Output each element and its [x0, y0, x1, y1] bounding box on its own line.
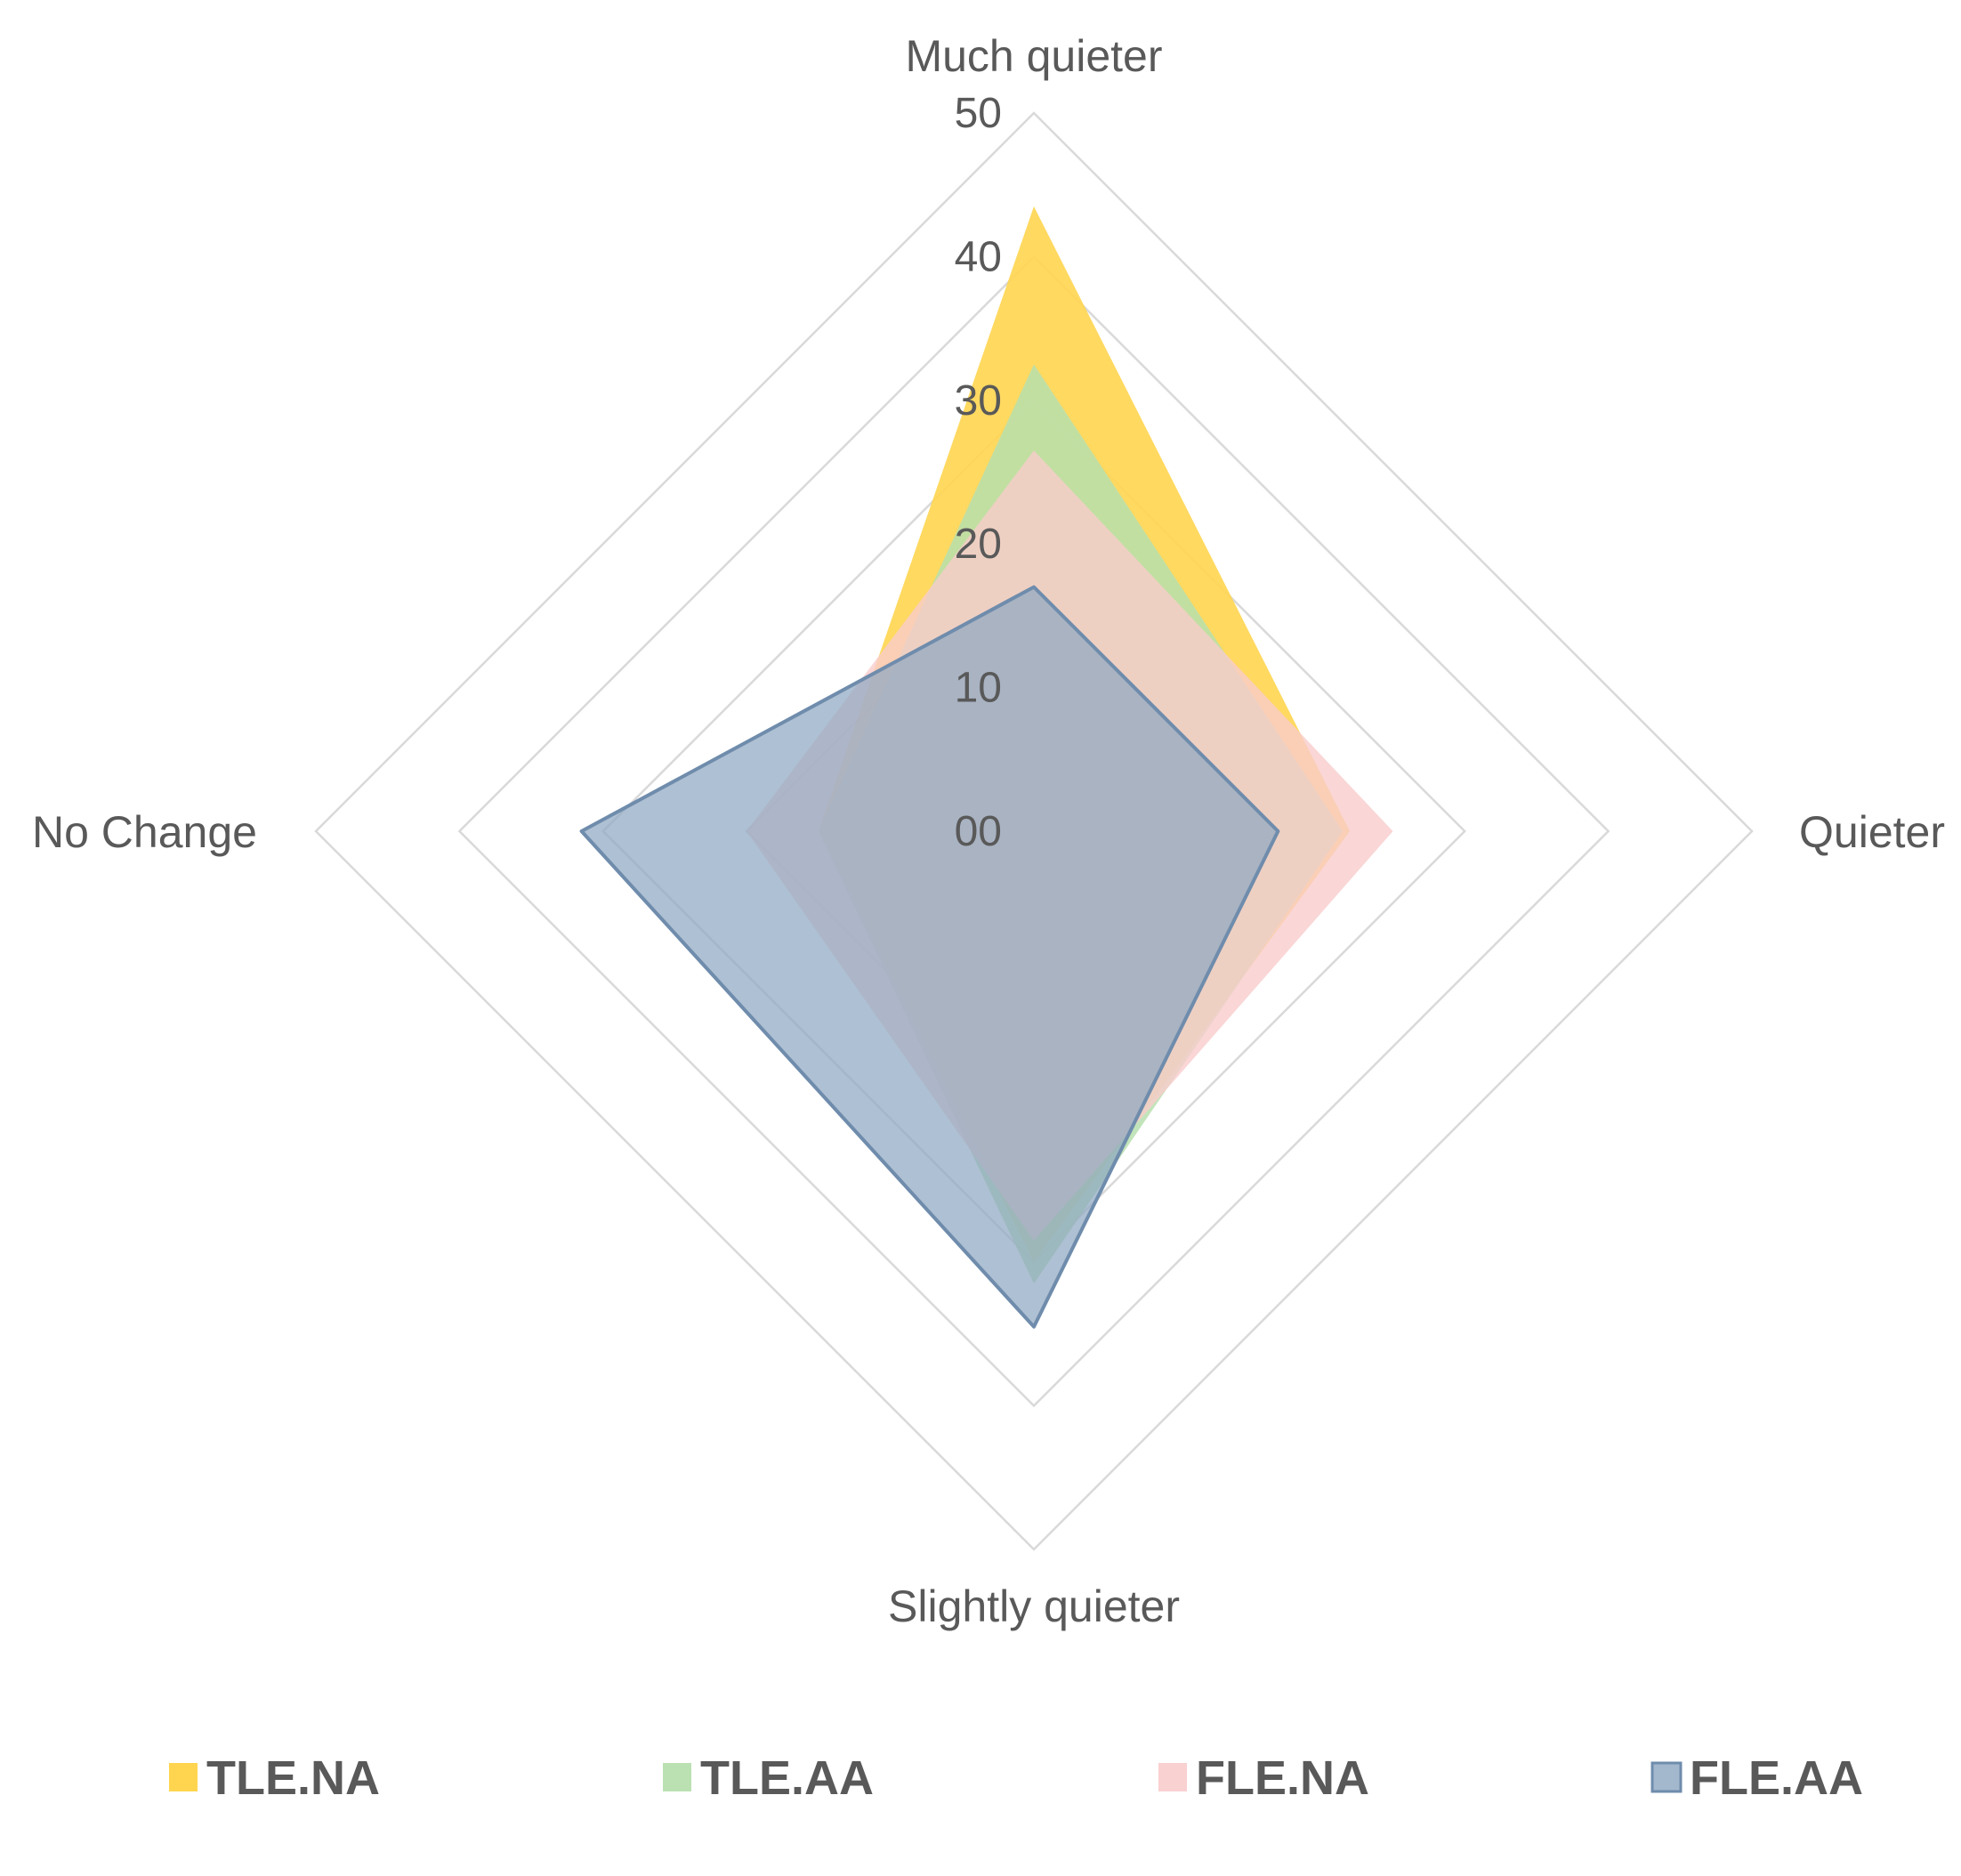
grid-ring [457, 255, 1610, 1408]
legend-swatch [169, 1763, 198, 1791]
legend-swatch [663, 1763, 691, 1791]
tick-label: 30 [955, 377, 1002, 425]
tick-label: 40 [955, 233, 1002, 280]
axis-labels: Much quieter Quieter Slightly quieter No Ch… [32, 31, 1945, 1631]
axis-label: No Change [32, 807, 257, 857]
legend-item-tle-na: TLE.NA [169, 1751, 380, 1805]
legend-item-tle-aa: TLE.AA [663, 1751, 874, 1805]
legend-swatch [1158, 1763, 1187, 1791]
axis-label: Quieter [1799, 807, 1945, 857]
grid-ring [314, 111, 1754, 1551]
legend-label: TLE.NA [206, 1751, 380, 1805]
legend-swatch [1650, 1761, 1683, 1793]
axis-label: Much quieter [905, 31, 1162, 81]
tick-label: 20 [955, 521, 1002, 568]
series-area-fle-aa [579, 585, 1280, 1329]
legend: TLE.NA TLE.AA FLE.NA FLE.AA [169, 1751, 1863, 1805]
axis-label: Slightly quieter [888, 1581, 1180, 1631]
legend-label: FLE.NA [1196, 1751, 1369, 1805]
legend-item-fle-aa: FLE.AA [1650, 1751, 1863, 1805]
legend-label: FLE.AA [1690, 1751, 1863, 1805]
radial-tick-labels: 00 10 20 30 40 50 [955, 90, 1002, 855]
tick-label: 50 [955, 90, 1002, 137]
legend-item-fle-na: FLE.NA [1158, 1751, 1369, 1805]
legend-label: TLE.AA [700, 1751, 874, 1805]
tick-label: 10 [955, 665, 1002, 712]
tick-label: 00 [955, 808, 1002, 855]
radar-series [579, 206, 1393, 1329]
